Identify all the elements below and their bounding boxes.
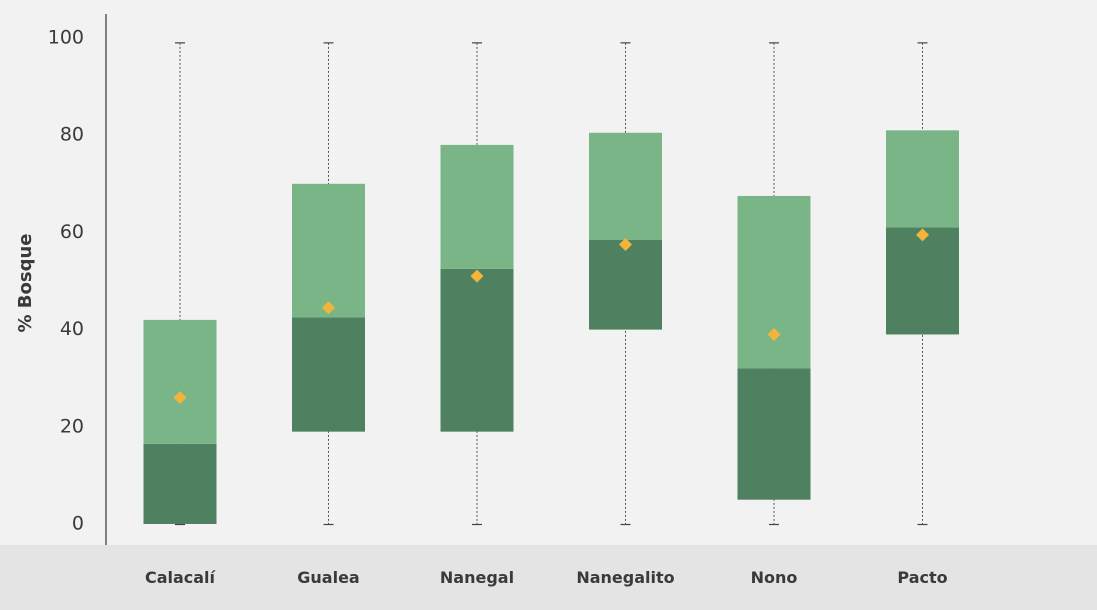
box-nanegal [440, 42, 514, 526]
y-tick-label: 20 [60, 415, 84, 437]
x-tick-label: Nanegalito [576, 568, 674, 587]
mean-marker [767, 327, 781, 341]
box-nanegalito [589, 42, 662, 526]
box-nono [737, 42, 811, 526]
y-tick-label: 60 [60, 221, 84, 243]
x-tick-label: Pacto [897, 568, 947, 587]
box-lower-quartile [589, 239, 662, 330]
boxes [143, 42, 959, 526]
box-upper-quartile [737, 195, 811, 369]
box-gualea [292, 42, 365, 526]
x-tick-label: Gualea [297, 568, 359, 587]
box-upper-quartile [292, 183, 365, 318]
box-lower-quartile [143, 443, 217, 524]
box-calacalí [143, 42, 217, 526]
mean-marker [470, 269, 484, 283]
mean-marker [916, 228, 929, 242]
box-upper-quartile [886, 130, 959, 228]
box-pacto [886, 42, 959, 526]
box-upper-quartile [440, 144, 514, 269]
y-tick-label: 80 [60, 124, 84, 146]
y-tick-label: 40 [60, 318, 84, 340]
mean-marker [619, 238, 632, 252]
box-upper-quartile [143, 319, 217, 444]
x-tick-labels: Calacalí Gualea Nanegal Nanegalito Nono Pacto [145, 568, 948, 587]
box-lower-quartile [737, 368, 811, 500]
y-tick-label: 100 [48, 27, 84, 49]
y-axis-label: % Bosque [15, 233, 36, 332]
y-ticks: 0 20 40 60 80 100 [48, 27, 84, 535]
mean-marker [173, 391, 187, 405]
y-tick-label: 0 [72, 513, 84, 535]
x-tick-label: Nono [751, 568, 798, 587]
x-tick-label: Calacalí [145, 568, 217, 587]
box-lower-quartile [886, 227, 959, 335]
x-tick-label: Nanegal [440, 568, 514, 587]
box-upper-quartile [589, 132, 662, 240]
box-lower-quartile [292, 317, 365, 432]
category-label-band [0, 545, 1097, 610]
mean-marker [322, 301, 335, 315]
box-lower-quartile [440, 268, 514, 432]
